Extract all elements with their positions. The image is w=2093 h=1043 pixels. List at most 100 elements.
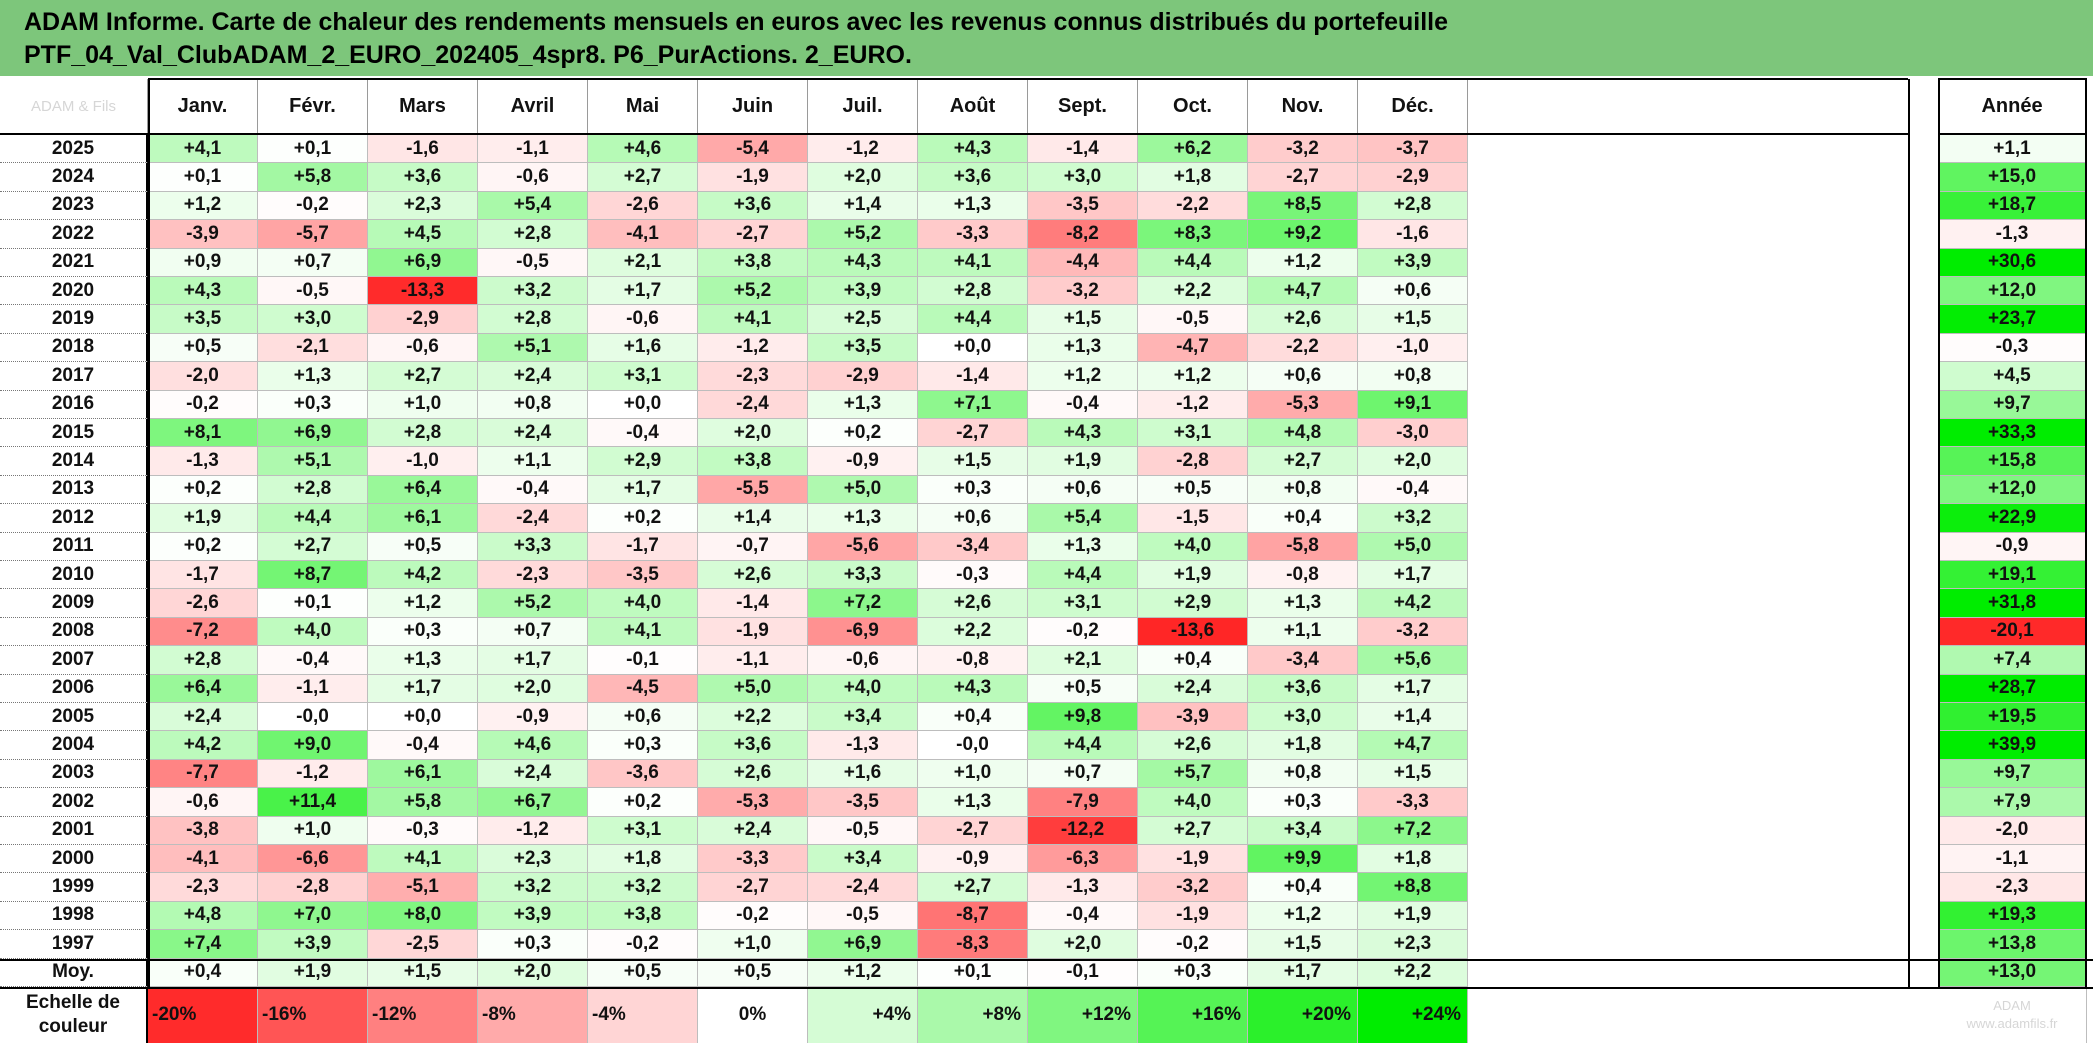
heatmap-cell: -0,5 bbox=[808, 816, 918, 845]
heatmap-cell: +3,9 bbox=[258, 930, 368, 959]
month-header: Févr. bbox=[258, 79, 368, 134]
heatmap-cell: +2,9 bbox=[1138, 589, 1248, 618]
heatmap-cell: +1,8 bbox=[1248, 731, 1358, 760]
heatmap-cell: -12,2 bbox=[1028, 816, 1138, 845]
heatmap-cell: +3,6 bbox=[918, 163, 1028, 192]
heatmap-cell: +6,4 bbox=[368, 475, 478, 505]
heatmap-cell: +2,8 bbox=[1358, 191, 1468, 221]
heatmap-cell: +1,8 bbox=[1138, 163, 1248, 192]
heatmap-cell: +0,2 bbox=[148, 532, 258, 561]
heatmap-cell: -1,9 bbox=[1138, 901, 1248, 931]
heatmap-cell: +2,0 bbox=[1358, 447, 1468, 476]
heatmap-cell: -2,7 bbox=[698, 873, 808, 902]
heatmap-cell: +0,5 bbox=[368, 532, 478, 561]
heatmap-cell: +4,7 bbox=[1358, 731, 1468, 760]
heatmap-cell: +4,3 bbox=[148, 277, 258, 306]
heatmap-cell: +11,4 bbox=[258, 788, 368, 817]
year-label: 2025 bbox=[0, 135, 148, 164]
heatmap-cell: +5,8 bbox=[258, 163, 368, 192]
heatmap-cell: -0,8 bbox=[918, 646, 1028, 675]
year-label: 2000 bbox=[0, 845, 148, 874]
scale-step: -12% bbox=[368, 987, 478, 1043]
heatmap-cell: +0,4 bbox=[1248, 873, 1358, 902]
heatmap-cell: +2,8 bbox=[478, 220, 588, 249]
heatmap-cell: +3,4 bbox=[808, 845, 918, 874]
heatmap-cell: -3,2 bbox=[1028, 277, 1138, 306]
year-label: 2008 bbox=[0, 617, 148, 647]
heatmap-cell: -0,6 bbox=[368, 333, 478, 363]
heatmap-cell: +6,1 bbox=[368, 759, 478, 789]
heatmap-cell: +1,5 bbox=[1248, 930, 1358, 959]
heatmap-cell: +2,0 bbox=[698, 419, 808, 448]
heatmap-cell: -2,7 bbox=[1248, 163, 1358, 192]
heatmap-cell: -0,4 bbox=[1028, 390, 1138, 419]
title-line-2: PTF_04_Val_ClubADAM_2_EURO_202405_4spr8.… bbox=[24, 41, 912, 69]
year-label: 2023 bbox=[0, 191, 148, 221]
heatmap-cell: -0,6 bbox=[478, 163, 588, 192]
heatmap-cell: +1,5 bbox=[1358, 305, 1468, 334]
heatmap-cell: -3,5 bbox=[808, 788, 918, 817]
average-total-cell: +13,0 bbox=[1938, 958, 2087, 987]
heatmap-cell: +3,9 bbox=[808, 277, 918, 306]
heatmap-cell: +1,3 bbox=[258, 362, 368, 391]
year-total-cell: +12,0 bbox=[1938, 475, 2087, 505]
heatmap-cell: +2,0 bbox=[478, 674, 588, 703]
heatmap-cell: -2,8 bbox=[258, 873, 368, 902]
year-total-cell: +7,4 bbox=[1938, 646, 2087, 675]
heatmap-cell: +1,3 bbox=[918, 191, 1028, 221]
heatmap-cell: -0,8 bbox=[1248, 561, 1358, 590]
year-total-cell: -1,3 bbox=[1938, 220, 2087, 249]
heatmap-cell: -3,3 bbox=[918, 220, 1028, 249]
year-label: 2011 bbox=[0, 532, 148, 561]
heatmap-cell: +4,4 bbox=[258, 504, 368, 533]
heatmap-cell: +7,2 bbox=[808, 589, 918, 618]
heatmap-cell: -3,5 bbox=[588, 561, 698, 590]
heatmap-cell: -4,5 bbox=[588, 674, 698, 703]
average-cell: +2,0 bbox=[478, 958, 588, 987]
scale-step: +24% bbox=[1358, 987, 1468, 1043]
heatmap-cell: +4,3 bbox=[808, 248, 918, 277]
heatmap-cell: +2,6 bbox=[698, 759, 808, 789]
year-label: 2006 bbox=[0, 674, 148, 703]
year-total-cell: +18,7 bbox=[1938, 191, 2087, 221]
heatmap-cell: +4,3 bbox=[918, 135, 1028, 164]
heatmap-cell: +3,0 bbox=[1028, 163, 1138, 192]
heatmap-cell: +9,8 bbox=[1028, 703, 1138, 732]
heatmap-cell: +5,0 bbox=[808, 475, 918, 505]
heatmap-cell: +1,3 bbox=[918, 788, 1028, 817]
average-cell: +1,2 bbox=[808, 958, 918, 987]
year-total-cell: -2,3 bbox=[1938, 873, 2087, 902]
heatmap-cell: -0,9 bbox=[478, 703, 588, 732]
heatmap-cell: +4,2 bbox=[148, 731, 258, 760]
heatmap-cell: +3,1 bbox=[588, 362, 698, 391]
heatmap-cell: -3,2 bbox=[1248, 135, 1358, 164]
heatmap-cell: +7,2 bbox=[1358, 816, 1468, 845]
average-cell: +0,5 bbox=[698, 958, 808, 987]
heatmap-cell: -1,9 bbox=[698, 617, 808, 647]
heatmap-cell: -13,6 bbox=[1138, 617, 1248, 647]
heatmap-cell: -0,2 bbox=[698, 901, 808, 931]
average-cell: -0,1 bbox=[1028, 958, 1138, 987]
heatmap-cell: -0,9 bbox=[918, 845, 1028, 874]
year-total-cell: +22,9 bbox=[1938, 504, 2087, 533]
heatmap-cell: +2,3 bbox=[368, 191, 478, 221]
heatmap-cell: +4,4 bbox=[918, 305, 1028, 334]
heatmap-cell: +4,0 bbox=[588, 589, 698, 618]
scale-footnote-line-1: ADAM bbox=[1993, 998, 2031, 1013]
heatmap-cell: +2,3 bbox=[1358, 930, 1468, 959]
heatmap-cell: -3,7 bbox=[1358, 135, 1468, 164]
border-left-annee bbox=[1938, 79, 1940, 987]
year-total-cell: +28,7 bbox=[1938, 674, 2087, 703]
year-label: 2009 bbox=[0, 589, 148, 618]
heatmap-cell: -1,7 bbox=[588, 532, 698, 561]
heatmap-cell: -0,2 bbox=[588, 930, 698, 959]
heatmap-cell: +8,1 bbox=[148, 419, 258, 448]
heatmap-cell: +8,7 bbox=[258, 561, 368, 590]
heatmap-cell: +3,8 bbox=[698, 248, 808, 277]
heatmap-cell: +3,6 bbox=[698, 731, 808, 760]
heatmap-cell: -0,7 bbox=[698, 532, 808, 561]
heatmap-cell: -5,7 bbox=[258, 220, 368, 249]
heatmap-cell: +2,8 bbox=[478, 305, 588, 334]
heatmap-cell: -2,4 bbox=[698, 390, 808, 419]
heatmap-cell: +0,7 bbox=[258, 248, 368, 277]
